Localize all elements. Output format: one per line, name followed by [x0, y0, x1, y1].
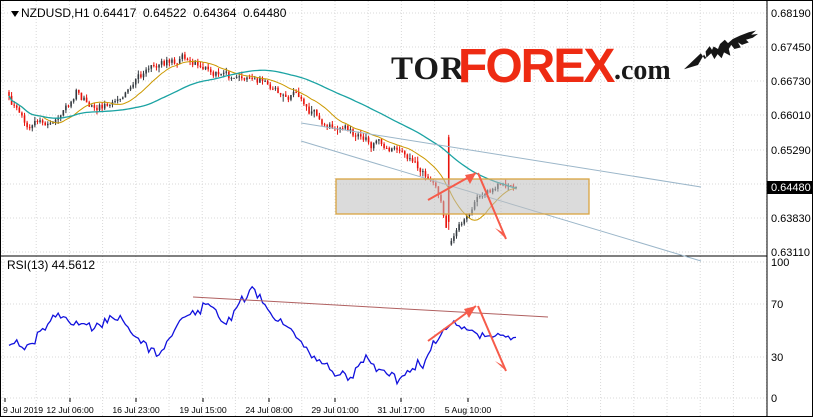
- svg-text:TOR: TOR: [391, 51, 465, 87]
- svg-text:24 Jul 08:00: 24 Jul 08:00: [245, 405, 293, 415]
- svg-text:0: 0: [771, 393, 777, 405]
- svg-text:31 Jul 17:00: 31 Jul 17:00: [377, 405, 425, 415]
- svg-text:0.64522: 0.64522: [143, 6, 187, 20]
- svg-text:100: 100: [771, 257, 789, 269]
- svg-text:0.68190: 0.68190: [771, 8, 811, 20]
- svg-text:70: 70: [771, 299, 783, 311]
- svg-text:RSI(13) 44.5612: RSI(13) 44.5612: [7, 258, 95, 272]
- svg-text:0.64480: 0.64480: [771, 182, 811, 194]
- svg-text:0.66730: 0.66730: [771, 76, 811, 88]
- svg-text:30: 30: [771, 352, 783, 364]
- svg-text:.com: .com: [614, 55, 671, 86]
- svg-text:0.64480: 0.64480: [243, 6, 287, 20]
- svg-text:0.64417: 0.64417: [93, 6, 137, 20]
- svg-text:0.67450: 0.67450: [771, 42, 811, 54]
- svg-text:19 Jul 15:00: 19 Jul 15:00: [179, 405, 227, 415]
- svg-text:0.65290: 0.65290: [771, 145, 811, 157]
- svg-text:12 Jul 06:00: 12 Jul 06:00: [46, 405, 94, 415]
- svg-text:29 Jul 01:00: 29 Jul 01:00: [311, 405, 359, 415]
- svg-text:16 Jul 23:00: 16 Jul 23:00: [112, 405, 160, 415]
- svg-text:FOREX: FOREX: [458, 40, 615, 93]
- svg-text:0.64364: 0.64364: [193, 6, 237, 20]
- svg-text:0.63830: 0.63830: [771, 213, 811, 225]
- svg-text:5 Aug 10:00: 5 Aug 10:00: [445, 405, 492, 415]
- svg-text:NZDUSD,H1: NZDUSD,H1: [21, 6, 90, 20]
- svg-text:0.66010: 0.66010: [771, 110, 811, 122]
- svg-text:9 Jul 2019: 9 Jul 2019: [3, 405, 43, 415]
